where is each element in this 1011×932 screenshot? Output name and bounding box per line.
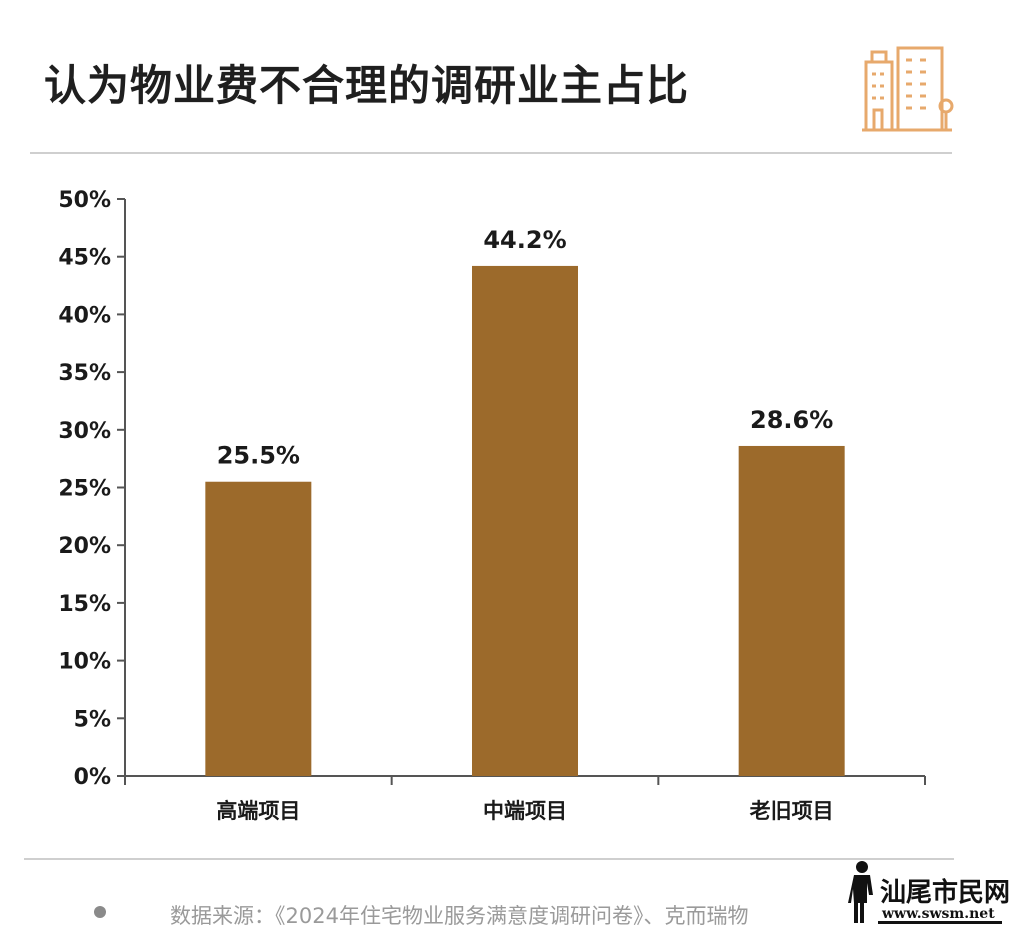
y-tick-label: 20% <box>58 534 111 559</box>
footer-divider <box>24 858 954 860</box>
y-tick-label: 5% <box>74 707 111 732</box>
y-tick-label: 15% <box>58 592 111 617</box>
header-divider <box>30 152 952 154</box>
bullet-dot <box>94 906 106 918</box>
bar <box>472 265 578 776</box>
category-label: 中端项目 <box>483 799 567 823</box>
watermark-name: 汕尾市民网 <box>880 878 1011 908</box>
bar <box>205 481 312 776</box>
category-label: 高端项目 <box>216 799 300 823</box>
building-icon <box>862 46 954 132</box>
y-tick-label: 10% <box>58 650 111 675</box>
source-note: 数据来源：《2024年住宅物业服务满意度调研问卷》、克而瑞物 <box>170 904 749 928</box>
y-tick-label: 25% <box>58 477 111 502</box>
data-label: 28.6% <box>750 406 833 434</box>
bar-chart: 0% 5% 10% 15% 20% 25% 30% 35% 40% 45% 50% 25.5% 高端项… <box>58 188 926 823</box>
category-label: 老旧项目 <box>750 799 834 823</box>
y-tick-label: 30% <box>58 419 111 444</box>
chart-title: 认为物业费不合理的调研业主占比 <box>44 61 690 110</box>
watermark-url: www.swsm.net <box>882 906 995 922</box>
y-tick-label: 50% <box>58 188 111 213</box>
y-tick-label: 35% <box>58 361 111 386</box>
y-tick-label: 40% <box>58 303 111 328</box>
data-label: 25.5% <box>217 442 300 470</box>
person-silhouette-icon <box>848 861 1002 924</box>
data-label: 44.2% <box>483 226 566 254</box>
y-tick-label: 0% <box>74 765 111 790</box>
bar <box>738 445 845 776</box>
y-tick-label: 45% <box>58 246 111 271</box>
